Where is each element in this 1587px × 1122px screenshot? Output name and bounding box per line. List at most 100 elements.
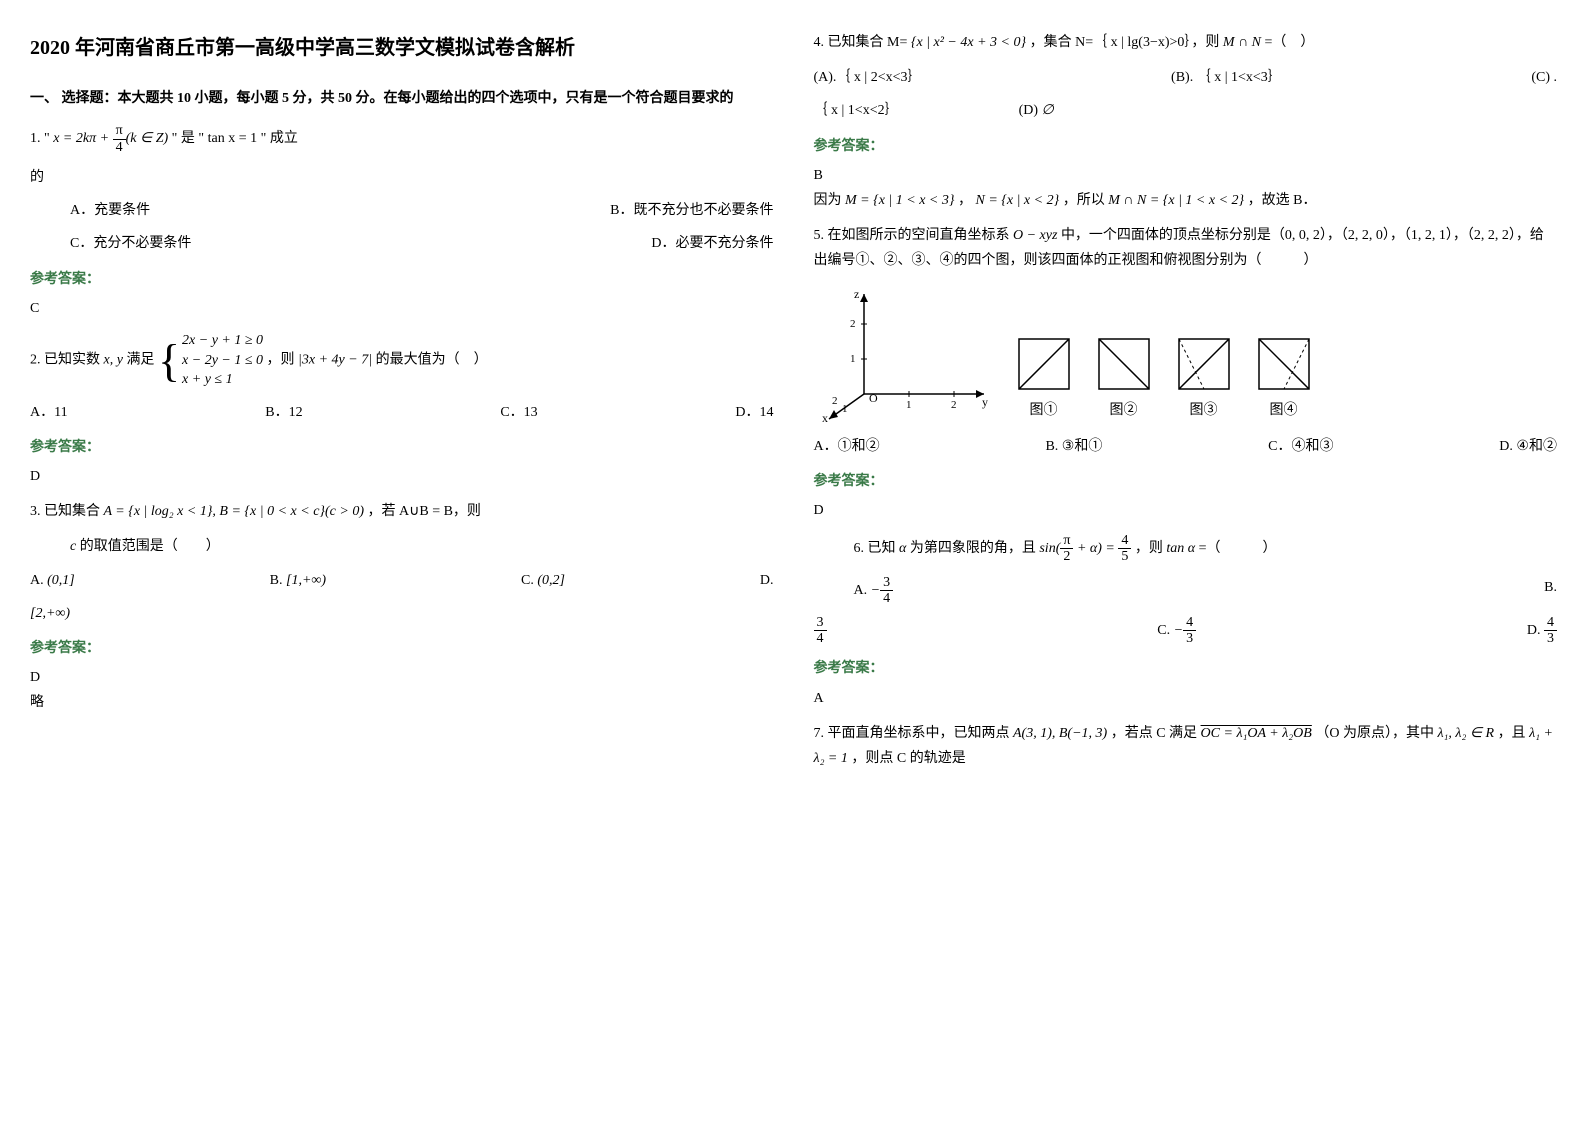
q2-lead: 已知实数: [44, 353, 100, 368]
q1-optB: B．既不充分也不必要条件: [610, 198, 773, 223]
q3-body: 已知集合: [44, 504, 100, 519]
q6-body-b: 为第四象限的角，且: [910, 541, 1036, 556]
answer-label: 参考答案：: [30, 267, 774, 292]
q6-45d: 5: [1118, 549, 1131, 564]
q1-quote-open: ": [44, 131, 50, 146]
q5-figures: O z y x 1 2 1 2 1 2 图① 图② 图③: [814, 284, 1558, 424]
svg-text:2: 2: [850, 318, 856, 330]
q6-optA: A. −34: [854, 575, 894, 607]
q5-optC: C．④和③: [1268, 434, 1333, 459]
q2-num: 2.: [30, 353, 41, 368]
q1-optA: A．充要条件: [70, 198, 150, 223]
question-6: 6. 已知 α 为第四象限的角，且 sin(π2 + α) = 45 ，则 ta…: [854, 533, 1558, 565]
q5-num: 5.: [814, 228, 825, 243]
fig-1: 图①: [1014, 334, 1074, 423]
fig-4: 图④: [1254, 334, 1314, 423]
q2-system: { 2x − y + 1 ≥ 0 x − 2y − 1 ≤ 0 x + y ≤ …: [158, 331, 263, 390]
q3-optC-v: (0,2]: [537, 573, 565, 588]
q2-optD: D．14: [735, 400, 773, 425]
q4-mid: ，集合 N=｛ x | lg(3−x)>0｝，则: [1030, 35, 1220, 50]
q3-body2: ，若 A∪B = B，则: [368, 504, 481, 519]
q2-answer: D: [30, 464, 774, 489]
q3-optD: D.: [760, 568, 774, 593]
q2-sys1: 2x − y + 1 ≥ 0: [182, 331, 263, 351]
q2-tail2: 的最大值为（ ）: [376, 353, 488, 368]
svg-text:1: 1: [850, 353, 856, 365]
q6-answer: A: [814, 686, 1558, 711]
q4-so: ，所以: [1063, 193, 1105, 208]
q1-answer: C: [30, 296, 774, 321]
q1-expr: x = 2kπ + π4(k ∈ Z): [53, 131, 168, 146]
q7-vec: OC = λ₁OA + λ₂OB: [1201, 726, 1312, 741]
q3-optD-v: [2,+∞): [30, 601, 774, 626]
q4-mn: M ∩ N: [1223, 35, 1261, 50]
answer-label: 参考答案：: [30, 435, 774, 460]
q4-nset: N = {x | x < 2}: [975, 193, 1059, 208]
q6-an: 3: [880, 575, 893, 591]
q4-setM: {x | x² − 4x + 3 < 0}: [911, 35, 1026, 50]
q3-optD-lbl: D.: [760, 573, 774, 588]
q6-dd: 3: [1544, 631, 1557, 646]
q3-line2: c 的取值范围是（ ）: [70, 534, 774, 559]
q3-optA-v: (0,1]: [47, 573, 75, 588]
q2-sys3: x + y ≤ 1: [182, 370, 263, 390]
q4-num: 4.: [814, 35, 825, 50]
q3-optA: A. (0,1]: [30, 568, 75, 593]
q6-tan: tan α: [1166, 541, 1195, 556]
empty-set-icon: ∅: [1042, 103, 1054, 118]
q3-answer: D: [30, 665, 774, 690]
q4-optD-lbl: (D): [1019, 103, 1038, 118]
q4-mnset: M ∩ N = {x | 1 < x < 2}: [1108, 193, 1244, 208]
q6-body-d: =（ ）: [1199, 541, 1277, 556]
answer-label: 参考答案：: [30, 636, 774, 661]
question-5: 5. 在如图所示的空间直角坐标系 O − xyz 中，一个四面体的顶点坐标分别是…: [814, 223, 1558, 273]
q7-lam: λ₁, λ₂ ∈ R: [1437, 726, 1494, 741]
q6-optD: D. 43: [1527, 615, 1557, 647]
q7-num: 7.: [814, 726, 825, 741]
q6-pi-n: π: [1060, 533, 1073, 549]
q6-ad: 4: [880, 591, 893, 606]
q1-body-c: 的: [30, 165, 774, 190]
q3-body3: 的取值范围是（ ）: [80, 539, 220, 554]
q6-optB: B.: [1544, 575, 1557, 607]
q3-optB-lbl: B.: [270, 573, 283, 588]
q4-end: ，故选 B．: [1248, 193, 1317, 208]
fig3-label: 图③: [1190, 403, 1218, 418]
answer-label: 参考答案：: [814, 656, 1558, 681]
q2-mid: 满足: [126, 353, 154, 368]
question-7: 7. 平面直角坐标系中，已知两点 A(3, 1), B(−1, 3) ，若点 C…: [814, 721, 1558, 771]
q6-eqr: + α) =: [1073, 541, 1118, 556]
q1-optD: D．必要不充分条件: [651, 231, 773, 256]
q6-body-a: 已知: [868, 541, 896, 556]
q1-body-b: " 是 " tan x = 1 " 成立: [172, 131, 298, 146]
q2-optA: A．11: [30, 400, 68, 425]
page-title: 2020 年河南省商丘市第一高级中学高三数学文模拟试卷含解析: [30, 30, 774, 66]
axis-3d-diagram: O z y x 1 2 1 2 1 2: [814, 284, 994, 424]
svg-text:2: 2: [951, 399, 957, 411]
q2-optB: B．12: [265, 400, 302, 425]
q6-45n: 4: [1118, 533, 1131, 549]
q6-pi-d: 2: [1060, 549, 1073, 564]
q6-optC-neg: −: [1174, 623, 1183, 638]
q1-num: 1.: [30, 131, 41, 146]
svg-text:O: O: [869, 391, 878, 405]
q5-optA: A．①和②: [814, 434, 880, 459]
q7-body-d: ，且: [1498, 726, 1526, 741]
svg-text:x: x: [822, 411, 828, 424]
q5-optB: B. ③和①: [1045, 434, 1102, 459]
fig1-label: 图①: [1030, 403, 1058, 418]
q4-optA: (A).｛ x | 2<x<3｝: [814, 65, 922, 90]
svg-text:1: 1: [906, 399, 912, 411]
q3-num: 3.: [30, 504, 41, 519]
q7-body-a: 平面直角坐标系中，已知两点: [828, 726, 1010, 741]
section-heading: 一、 选择题：本大题共 10 小题，每小题 5 分，共 50 分。在每小题给出的…: [30, 86, 774, 111]
q3-cvar: c: [70, 539, 76, 554]
q4-because: 因为: [814, 193, 842, 208]
fig-2: 图②: [1094, 334, 1154, 423]
q4-optB: (B). ｛ x | 1<x<3｝: [1171, 65, 1282, 90]
q6-optC-lbl: C.: [1157, 623, 1170, 638]
q4-mset: M = {x | 1 < x < 3}: [845, 193, 954, 208]
q3-optB: B. [1,+∞): [270, 568, 326, 593]
q4-c1: ，: [958, 193, 972, 208]
q3-optC-lbl: C.: [521, 573, 534, 588]
